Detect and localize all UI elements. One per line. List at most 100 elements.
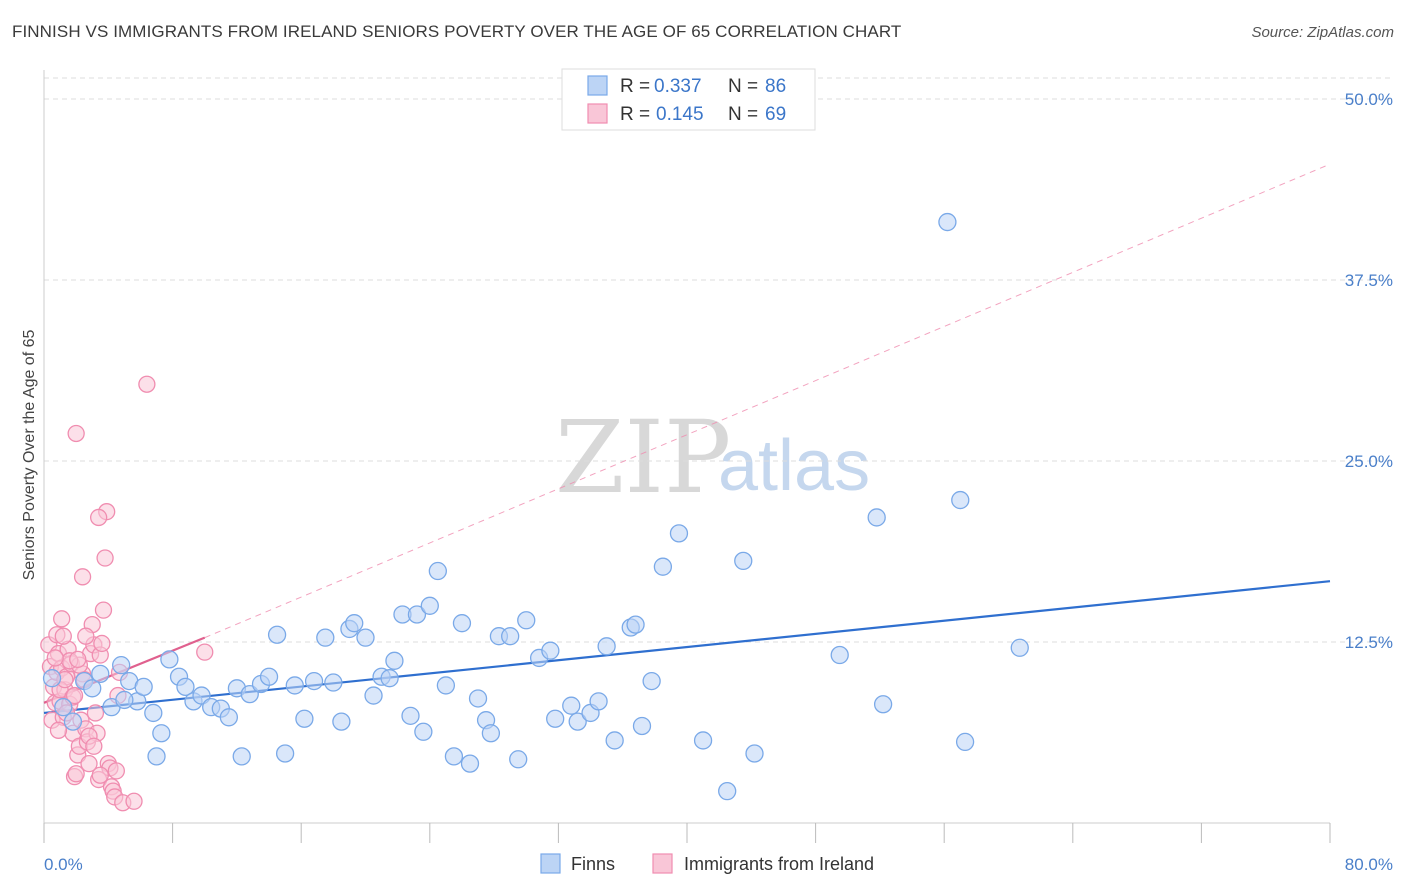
stats-legend: R = 0.337 N = 86 R = 0.145 N = 69 — [561, 68, 816, 131]
finns-point — [718, 781, 737, 801]
finns-point — [541, 641, 560, 660]
ireland-point — [138, 375, 156, 393]
y-axis-label: Seniors Poverty Over the Age of 65 — [21, 330, 38, 581]
legend-n-value-ireland: 69 — [765, 104, 786, 125]
ireland-point — [125, 792, 143, 810]
legend-r-value-ireland: 0.145 — [656, 104, 704, 125]
finns-point — [91, 664, 110, 683]
legend-swatch-finns — [587, 75, 608, 96]
finns-point — [42, 669, 62, 688]
bottom-legend-label-ireland: Immigrants from Ireland — [684, 854, 874, 874]
bottom-legend-label-finns: Finns — [571, 854, 615, 874]
finns-point — [452, 614, 472, 633]
finns-point — [144, 703, 163, 723]
tick-labels: 12.5% 25.0% 37.5% 50.0% 0.0% 80.0% — [44, 90, 1393, 874]
finns-point — [219, 708, 239, 727]
finns-point — [316, 628, 335, 647]
ireland-point — [86, 704, 105, 722]
ireland-point — [46, 649, 64, 667]
finns-point — [589, 692, 608, 711]
finns-point — [147, 747, 166, 766]
watermark-atlas: atlas — [718, 426, 870, 506]
ireland-point — [107, 762, 125, 780]
finns-point — [380, 669, 399, 688]
finns-point — [364, 686, 383, 705]
finns-point — [332, 712, 351, 731]
finns-point — [693, 731, 713, 750]
finns-point — [509, 750, 528, 769]
finns-point — [938, 212, 957, 232]
finns-point — [414, 722, 433, 741]
legend-r-label-ireland: R = — [620, 104, 650, 125]
legend-r-value-finns: 0.337 — [654, 76, 702, 97]
finns-point — [830, 645, 849, 665]
finns-point — [324, 673, 343, 692]
ireland-point — [85, 737, 103, 755]
finns-point — [385, 651, 404, 670]
finns-point — [356, 628, 375, 647]
ireland-point — [49, 721, 68, 739]
y-tick-label: 50.0% — [1345, 90, 1393, 109]
finns-point — [734, 551, 753, 571]
bottom-legend-swatch-finns — [540, 853, 561, 874]
finns-point — [115, 690, 134, 710]
finns-point — [562, 696, 581, 715]
finns-point — [955, 732, 975, 752]
finns-point — [867, 508, 886, 527]
finns-point — [444, 747, 464, 766]
legend-n-value-finns: 86 — [765, 76, 786, 97]
chart-title: FINNISH VS IMMIGRANTS FROM IRELAND SENIO… — [12, 22, 902, 41]
finns-point — [112, 656, 131, 675]
ireland-point — [54, 627, 72, 645]
bottom-legend-swatch-ireland — [652, 853, 673, 874]
finns-point — [745, 744, 764, 763]
finns-point — [134, 677, 153, 697]
finns-point — [420, 596, 439, 615]
finns-point — [632, 716, 652, 736]
finns-point — [568, 712, 587, 731]
finns-point — [407, 605, 427, 624]
finns-point — [83, 679, 102, 698]
source-credit: Source: ZipAtlas.com — [1251, 24, 1394, 41]
axes — [43, 70, 1331, 843]
finns-point — [345, 614, 364, 633]
ireland-point — [91, 766, 109, 784]
finns-point — [285, 676, 304, 695]
finns-point — [259, 667, 279, 686]
finns-point — [597, 637, 616, 656]
finns-point — [176, 677, 195, 697]
y-tick-label: 12.5% — [1345, 633, 1393, 652]
finns-point — [546, 709, 565, 728]
y-tick-label: 25.0% — [1345, 452, 1393, 471]
ireland-point — [94, 601, 113, 619]
finns-point — [401, 706, 420, 725]
ireland-point — [96, 549, 114, 567]
finns-point — [642, 671, 661, 691]
legend-swatch-ireland — [587, 103, 608, 124]
series-finns-points — [42, 212, 1029, 801]
finns-point — [295, 709, 314, 728]
finns-point — [160, 650, 179, 669]
ireland-point — [90, 508, 108, 527]
finns-point — [468, 689, 488, 708]
legend-n-label-finns: N = — [728, 76, 758, 97]
ireland-point — [93, 634, 111, 653]
ireland-point — [69, 650, 87, 669]
finns-point — [873, 695, 893, 714]
finns-point — [1010, 638, 1029, 657]
series-ireland-points — [40, 375, 214, 812]
finns-point — [653, 557, 673, 576]
ireland-point — [80, 754, 98, 773]
ireland-point — [67, 765, 85, 783]
finns-point — [304, 671, 324, 691]
finns-point — [267, 625, 287, 644]
finns-point — [501, 627, 520, 646]
legend-r-label-finns: R = — [620, 76, 650, 97]
finns-point — [951, 490, 970, 510]
finns-point — [232, 747, 251, 766]
ireland-point — [65, 686, 84, 705]
finns-point — [54, 698, 73, 717]
finns-point — [428, 561, 447, 581]
finns-point — [626, 615, 645, 634]
